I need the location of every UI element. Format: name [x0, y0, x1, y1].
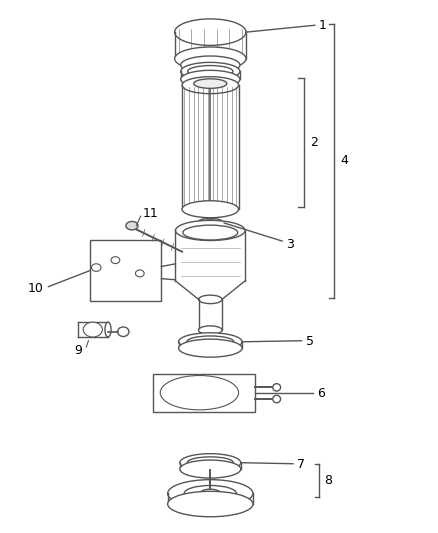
Ellipse shape — [273, 384, 281, 391]
Ellipse shape — [273, 395, 281, 403]
Ellipse shape — [160, 376, 239, 410]
Ellipse shape — [187, 336, 234, 348]
Ellipse shape — [105, 322, 111, 337]
Ellipse shape — [126, 221, 138, 230]
Text: 4: 4 — [341, 155, 349, 167]
Ellipse shape — [180, 460, 241, 478]
Ellipse shape — [179, 333, 242, 351]
Ellipse shape — [92, 264, 101, 271]
Ellipse shape — [198, 295, 222, 304]
Ellipse shape — [198, 326, 222, 334]
Ellipse shape — [169, 379, 230, 406]
Ellipse shape — [168, 491, 253, 517]
Ellipse shape — [168, 480, 253, 507]
Text: 7: 7 — [297, 458, 305, 471]
Ellipse shape — [201, 220, 219, 226]
Ellipse shape — [135, 270, 144, 277]
Ellipse shape — [179, 384, 220, 402]
Ellipse shape — [187, 66, 233, 77]
Text: 10: 10 — [28, 282, 44, 295]
Bar — [152, 374, 255, 412]
Ellipse shape — [175, 47, 246, 70]
Text: 11: 11 — [143, 207, 159, 220]
Ellipse shape — [180, 454, 241, 472]
Ellipse shape — [182, 77, 239, 94]
Ellipse shape — [200, 489, 221, 498]
Ellipse shape — [184, 486, 237, 502]
Ellipse shape — [181, 56, 240, 74]
Ellipse shape — [176, 220, 245, 240]
Ellipse shape — [111, 257, 120, 264]
Text: 5: 5 — [306, 335, 314, 348]
Text: 1: 1 — [319, 19, 327, 32]
Text: 6: 6 — [317, 387, 325, 400]
Text: 8: 8 — [324, 474, 332, 487]
Ellipse shape — [181, 70, 240, 88]
Ellipse shape — [179, 339, 242, 357]
Bar — [89, 240, 161, 301]
Ellipse shape — [183, 225, 238, 240]
Ellipse shape — [194, 79, 227, 88]
Ellipse shape — [182, 201, 239, 217]
Ellipse shape — [175, 19, 246, 45]
Ellipse shape — [187, 457, 233, 469]
Text: 3: 3 — [286, 238, 294, 251]
Text: 9: 9 — [74, 344, 82, 357]
Ellipse shape — [181, 62, 240, 80]
Ellipse shape — [117, 327, 129, 336]
Ellipse shape — [197, 218, 223, 228]
Ellipse shape — [83, 322, 102, 337]
Text: 2: 2 — [311, 136, 318, 149]
